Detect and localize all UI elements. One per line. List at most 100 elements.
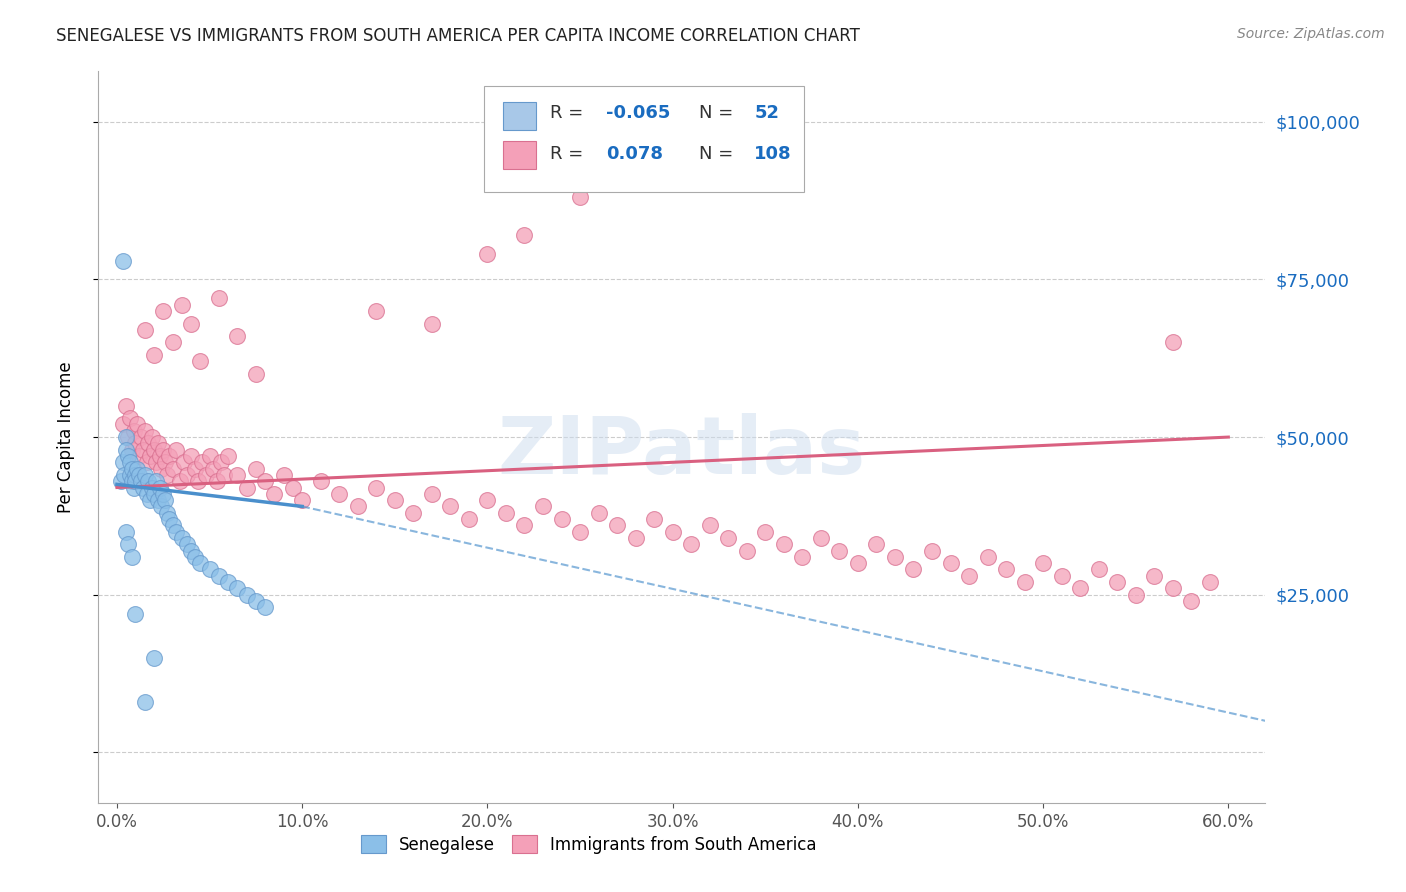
- Immigrants from South America: [162, 335, 184, 350]
- Immigrants from South America: [194, 467, 217, 482]
- Senegalese: [170, 531, 193, 545]
- Immigrants from South America: [495, 506, 517, 520]
- Senegalese: [128, 467, 150, 482]
- Immigrants from South America: [157, 449, 180, 463]
- Immigrants from South America: [735, 543, 758, 558]
- Senegalese: [129, 474, 152, 488]
- Senegalese: [157, 512, 180, 526]
- Text: -0.065: -0.065: [606, 104, 671, 122]
- Immigrants from South America: [939, 556, 962, 570]
- Immigrants from South America: [309, 474, 332, 488]
- Senegalese: [117, 449, 139, 463]
- Immigrants from South America: [214, 467, 236, 482]
- Immigrants from South America: [1050, 569, 1073, 583]
- Immigrants from South America: [569, 190, 592, 204]
- Senegalese: [124, 474, 146, 488]
- Immigrants from South America: [976, 549, 998, 564]
- Immigrants from South America: [180, 317, 202, 331]
- Senegalese: [148, 481, 170, 495]
- Senegalese: [138, 474, 160, 488]
- Immigrants from South America: [1198, 575, 1220, 590]
- Immigrants from South America: [1069, 582, 1091, 596]
- Immigrants from South America: [1014, 575, 1036, 590]
- Immigrants from South America: [366, 481, 388, 495]
- Immigrants from South America: [170, 298, 193, 312]
- Senegalese: [132, 481, 155, 495]
- Immigrants from South America: [176, 467, 198, 482]
- Immigrants from South America: [146, 436, 169, 450]
- Immigrants from South America: [681, 537, 703, 551]
- Senegalese: [165, 524, 187, 539]
- Immigrants from South America: [420, 487, 443, 501]
- Immigrants from South America: [569, 524, 592, 539]
- Immigrants from South America: [217, 449, 239, 463]
- Immigrants from South America: [139, 449, 162, 463]
- Immigrants from South America: [156, 467, 179, 482]
- Senegalese: [115, 524, 138, 539]
- Senegalese: [184, 549, 207, 564]
- Immigrants from South America: [205, 474, 228, 488]
- Senegalese: [217, 575, 239, 590]
- Immigrants from South America: [226, 329, 249, 343]
- Immigrants from South America: [810, 531, 832, 545]
- Senegalese: [235, 588, 257, 602]
- Immigrants from South America: [643, 512, 665, 526]
- Bar: [503, 141, 536, 169]
- Immigrants from South America: [1180, 594, 1202, 608]
- Immigrants from South America: [699, 518, 721, 533]
- Immigrants from South America: [148, 449, 170, 463]
- Immigrants from South America: [846, 556, 869, 570]
- Immigrants from South America: [865, 537, 887, 551]
- Immigrants from South America: [121, 442, 143, 457]
- Immigrants from South America: [143, 442, 166, 457]
- Senegalese: [112, 467, 135, 482]
- Senegalese: [124, 607, 146, 621]
- Senegalese: [254, 600, 277, 615]
- Senegalese: [121, 549, 143, 564]
- Senegalese: [198, 562, 221, 576]
- Immigrants from South America: [624, 531, 647, 545]
- FancyBboxPatch shape: [484, 86, 804, 192]
- Text: Source: ZipAtlas.com: Source: ZipAtlas.com: [1237, 27, 1385, 41]
- Senegalese: [153, 493, 176, 508]
- Immigrants from South America: [1107, 575, 1129, 590]
- Immigrants from South America: [111, 417, 134, 432]
- Immigrants from South America: [180, 449, 202, 463]
- Immigrants from South America: [921, 543, 943, 558]
- Senegalese: [143, 650, 166, 665]
- Text: N =: N =: [699, 145, 740, 163]
- Immigrants from South America: [384, 493, 406, 508]
- Immigrants from South America: [191, 455, 214, 469]
- Text: N =: N =: [699, 104, 740, 122]
- Immigrants from South America: [477, 493, 499, 508]
- Immigrants from South America: [128, 449, 150, 463]
- Senegalese: [115, 442, 138, 457]
- Senegalese: [127, 461, 149, 475]
- Y-axis label: Per Capita Income: Per Capita Income: [56, 361, 75, 513]
- Text: ZIPatlas: ZIPatlas: [498, 413, 866, 491]
- Immigrants from South America: [328, 487, 350, 501]
- Immigrants from South America: [1087, 562, 1109, 576]
- Immigrants from South America: [134, 424, 156, 438]
- Immigrants from South America: [772, 537, 794, 551]
- Senegalese: [117, 537, 139, 551]
- Immigrants from South America: [254, 474, 277, 488]
- Senegalese: [115, 430, 138, 444]
- Immigrants from South America: [117, 430, 139, 444]
- Immigrants from South America: [132, 442, 155, 457]
- Immigrants from South America: [420, 317, 443, 331]
- Immigrants from South America: [129, 430, 152, 444]
- Senegalese: [180, 543, 202, 558]
- Immigrants from South America: [588, 506, 610, 520]
- Immigrants from South America: [209, 455, 232, 469]
- Immigrants from South America: [439, 500, 461, 514]
- Immigrants from South America: [153, 455, 176, 469]
- Text: R =: R =: [550, 104, 589, 122]
- Immigrants from South America: [513, 228, 536, 243]
- Senegalese: [135, 487, 157, 501]
- Senegalese: [118, 467, 141, 482]
- Immigrants from South America: [263, 487, 285, 501]
- Senegalese: [156, 506, 179, 520]
- Immigrants from South America: [184, 461, 207, 475]
- Immigrants from South America: [245, 367, 267, 381]
